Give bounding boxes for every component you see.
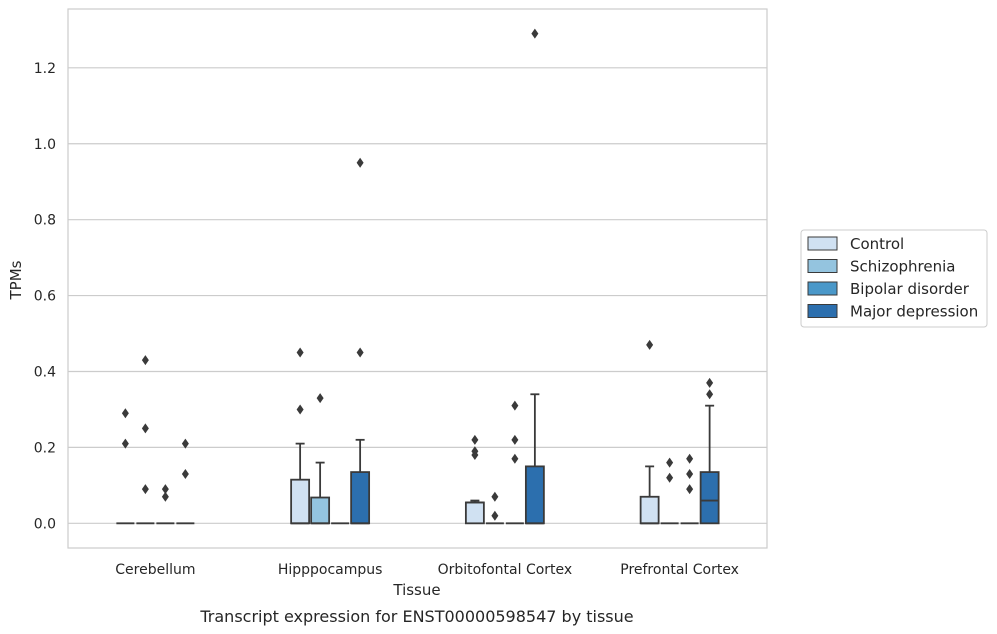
series-bipolar-disorder <box>156 400 699 525</box>
y-tick-label: 0.8 <box>34 213 56 229</box>
box <box>290 478 311 525</box>
outlier-point <box>161 491 169 502</box>
y-tick-label: 1.0 <box>34 137 56 153</box>
outlier-point <box>356 157 364 168</box>
outlier-point <box>666 457 674 468</box>
outlier-point <box>511 453 519 464</box>
legend-swatch <box>807 281 838 296</box>
legend-label: Control <box>850 235 904 253</box>
outlier-point <box>296 404 304 415</box>
y-axis-label: TPMs <box>7 260 25 300</box>
outlier-point <box>471 434 479 445</box>
outlier-point <box>141 423 149 434</box>
outlier-point <box>356 347 364 358</box>
outlier-point <box>491 510 499 521</box>
outlier-point <box>706 389 714 400</box>
legend-swatch <box>807 236 838 251</box>
outlier-point <box>666 472 674 483</box>
y-tick-label: 1.2 <box>34 61 56 77</box>
figure-caption: Transcript expression for ENST0000059854… <box>199 607 633 626</box>
box <box>464 501 485 525</box>
plot-frame <box>67 8 768 549</box>
outlier-point <box>141 484 149 495</box>
outlier-point <box>296 347 304 358</box>
outlier-point <box>511 434 519 445</box>
outlier-point <box>181 468 189 479</box>
outlier-point <box>686 484 694 495</box>
y-axis-ticks: 0.0 0.2 0.4 0.6 0.8 1.0 1.2 <box>34 61 56 532</box>
x-axis-ticks: Cerebellum Hipppocampus Orbitofontal Corte… <box>115 562 739 578</box>
outlier-point <box>316 393 324 404</box>
outlier-point <box>471 450 479 461</box>
legend: Control Schizophrenia Bipolar disorder Majo… <box>800 229 988 328</box>
series-control <box>116 339 660 525</box>
y-tick-label: 0.0 <box>34 516 56 532</box>
box <box>524 465 545 525</box>
box <box>639 495 660 525</box>
legend-label: Schizophrenia <box>850 258 955 276</box>
outlier-point <box>141 355 149 366</box>
gridlines <box>68 67 767 524</box>
outlier-point <box>121 438 129 449</box>
x-tick-label: Cerebellum <box>115 562 195 578</box>
x-tick-label: Orbitofontal Cortex <box>438 562 573 578</box>
outlier-point <box>161 484 169 495</box>
legend-label: Bipolar disorder <box>850 280 970 298</box>
outlier-point <box>706 377 714 388</box>
legend-frame <box>800 229 988 328</box>
box <box>699 471 720 525</box>
box <box>350 471 371 525</box>
outlier-point <box>531 28 539 39</box>
outlier-point <box>686 453 694 464</box>
x-tick-label: Prefrontal Cortex <box>620 562 739 578</box>
x-tick-label: Hipppocampus <box>278 562 383 578</box>
box-plot-series <box>116 28 720 525</box>
outlier-point <box>491 491 499 502</box>
x-axis-label: Tissue <box>392 581 440 599</box>
series-schizophrenia <box>136 355 679 525</box>
outlier-point <box>511 400 519 411</box>
y-tick-label: 0.4 <box>34 364 56 380</box>
y-tick-label: 0.2 <box>34 440 56 456</box>
legend-swatch <box>807 304 838 318</box>
legend-swatch <box>807 259 838 273</box>
outlier-point <box>686 468 694 479</box>
series-major-depression <box>176 28 720 525</box>
y-tick-label: 0.6 <box>34 289 56 305</box>
outlier-point <box>121 408 129 419</box>
outlier-point <box>181 438 189 449</box>
outlier-point <box>646 339 654 350</box>
box <box>310 496 331 525</box>
legend-label: Major depression <box>850 303 978 321</box>
